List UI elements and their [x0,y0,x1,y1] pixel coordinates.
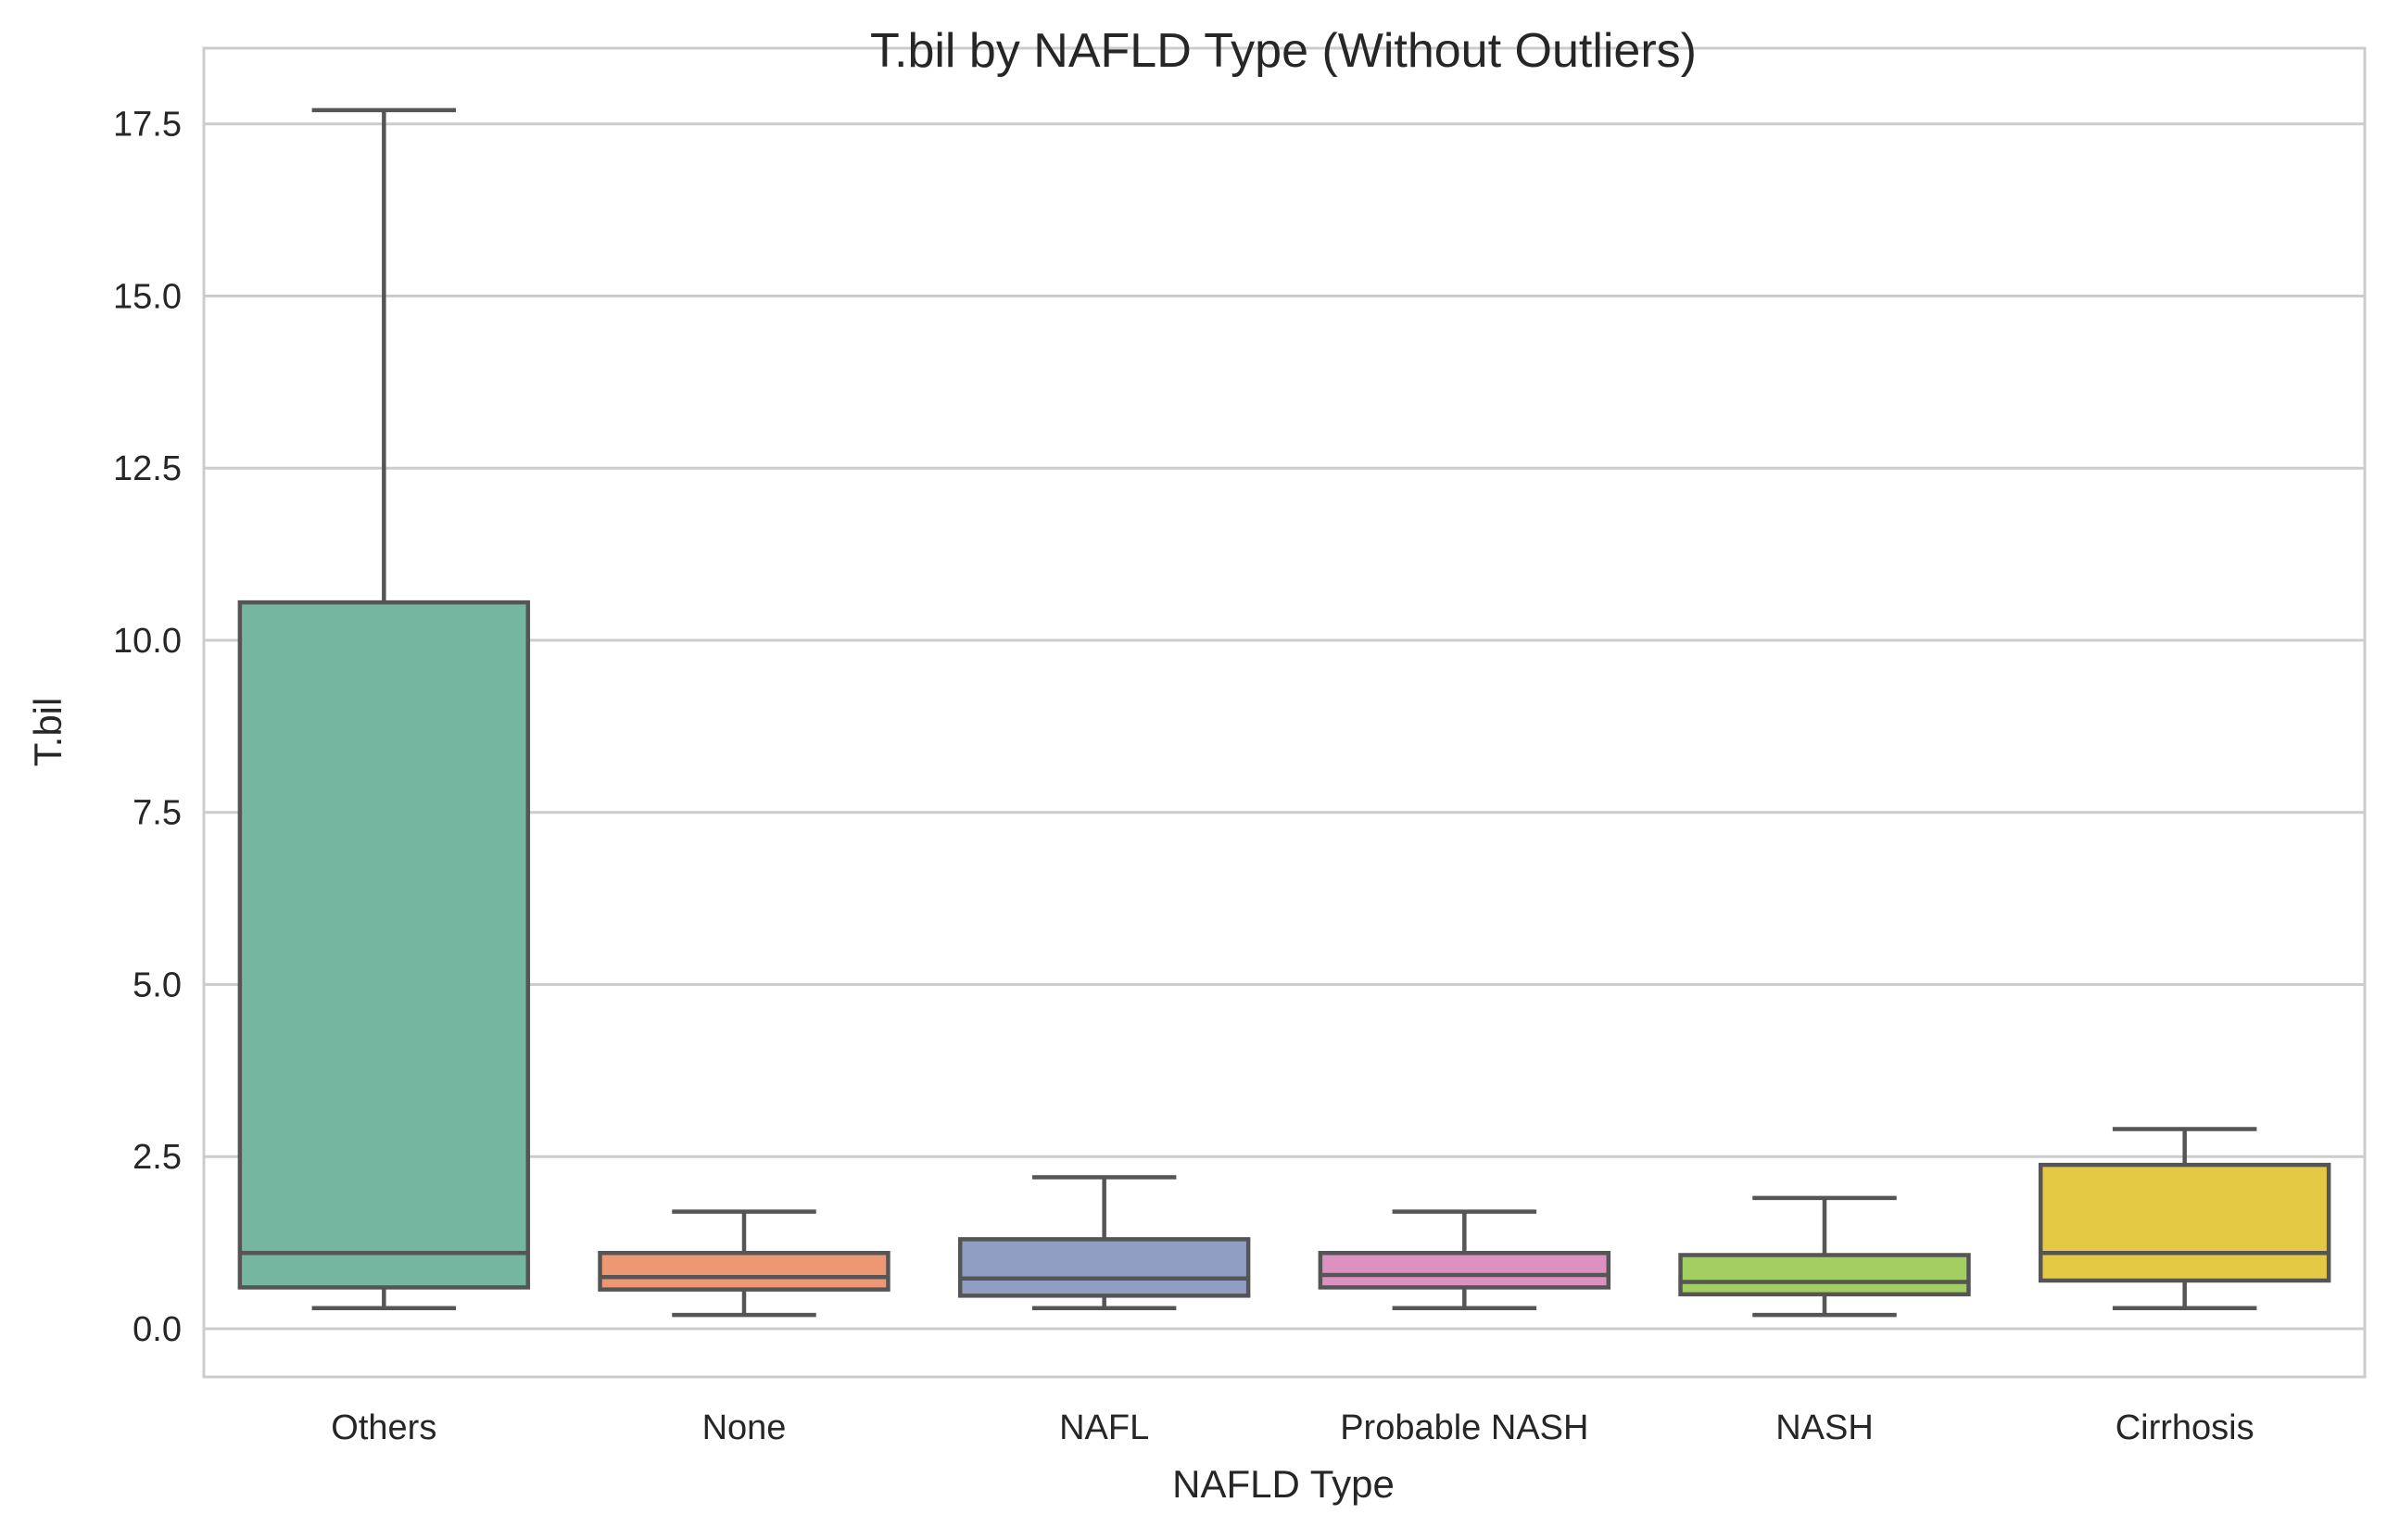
x-tick-label: Others [331,1408,436,1447]
chart-title: T.bil by NAFLD Type (Without Outliers) [870,24,1697,78]
x-tick-label: Probable NASH [1340,1408,1588,1447]
box-group [1318,1209,1611,1310]
box-group [957,1175,1251,1310]
y-axis-label: T.bil [26,698,69,767]
y-tick-label: 10.0 [113,622,182,661]
y-tick-label: 17.5 [113,106,182,145]
iqr-box [1678,1253,1971,1297]
y-tick-labels: 0.0 2.5 5.0 7.5 10.0 12.5 15.0 17.5 [113,106,182,1349]
iqr-box [957,1237,1251,1298]
x-tick-labels: Others None NAFL Probable NASH NASH Cirrhosis [331,1408,2254,1447]
x-tick-label: NASH [1775,1408,1874,1447]
iqr-box [237,600,531,1290]
iqr-box [598,1251,890,1292]
x-tick-label: None [702,1408,787,1447]
box-layer [237,107,2331,1318]
box-group [237,107,531,1310]
box-group [1678,1195,1971,1318]
y-tick-label: 0.0 [133,1310,182,1349]
grid-layer [204,122,2365,1331]
x-axis-label: NAFLD Type [1172,1462,1395,1506]
y-tick-label: 7.5 [133,794,182,833]
plot-frame [202,46,2367,1379]
x-tick-label: Cirrhosis [2115,1408,2254,1447]
iqr-box [2038,1162,2331,1283]
box-group [2038,1127,2331,1310]
x-tick-label: NAFL [1059,1408,1149,1447]
y-tick-label: 12.5 [113,449,182,488]
y-tick-label: 5.0 [133,966,182,1004]
iqr-box [1318,1251,1611,1290]
y-tick-label: 15.0 [113,277,182,316]
y-tick-label: 2.5 [133,1138,182,1177]
box-group [598,1209,890,1318]
